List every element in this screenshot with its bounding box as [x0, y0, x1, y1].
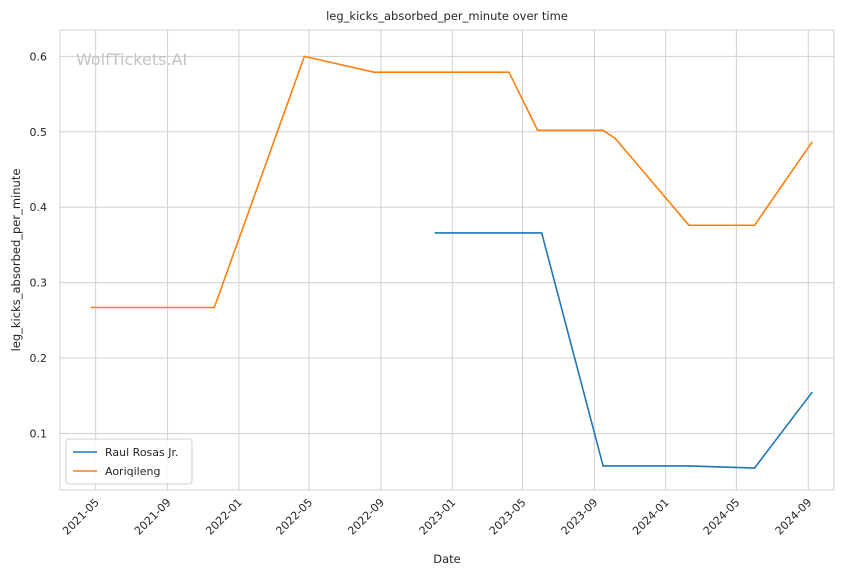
y-tick-label: 0.1: [30, 427, 48, 440]
legend-label-raul-rosas-jr: Raul Rosas Jr.: [105, 446, 179, 459]
y-axis-title: leg_kicks_absorbed_per_minute: [9, 169, 23, 352]
data-point-raul-rosas-jr: [602, 465, 604, 467]
data-point-raul-rosas-jr: [688, 465, 690, 467]
y-tick-label: 0.5: [30, 126, 48, 139]
data-point-aoriqileng: [373, 71, 375, 73]
data-point-aoriqileng: [213, 306, 216, 309]
data-point-aoriqileng: [303, 55, 306, 58]
data-point-aoriqileng: [602, 129, 604, 132]
series-line-raul-rosas-jr: [434, 232, 813, 469]
plot-area-frame: [59, 29, 835, 491]
data-point-aoriqileng: [688, 224, 690, 227]
grid-lines: [60, 30, 834, 490]
data-point-raul-rosas-jr: [540, 232, 543, 234]
watermark-text: WolfTickets.AI: [76, 50, 187, 69]
data-point-aoriqileng: [536, 129, 539, 132]
data-point-raul-rosas-jr: [753, 467, 756, 469]
legend-label-aoriqileng: Aoriqileng: [105, 465, 160, 478]
data-point-aoriqileng: [811, 141, 813, 144]
y-tick-label: 0.6: [30, 50, 48, 63]
x-axis-title: Date: [433, 552, 461, 566]
data-point-aoriqileng: [614, 137, 617, 140]
data-point-aoriqileng: [508, 71, 510, 73]
y-axis-ticks: 0.1 0.2 0.3 0.4 0.5 0.6: [30, 50, 48, 440]
y-tick-label: 0.4: [30, 201, 48, 214]
legend: Raul Rosas Jr. Aoriqileng: [65, 438, 193, 485]
legend-box: [65, 438, 193, 485]
data-point-raul-rosas-jr: [811, 391, 813, 394]
y-tick-label: 0.2: [30, 352, 48, 365]
y-tick-label: 0.3: [30, 277, 48, 290]
data-point-aoriqileng: [753, 224, 756, 227]
series-lines: [90, 55, 813, 469]
chart-title: leg_kicks_absorbed_per_minute over time: [326, 9, 568, 23]
data-point-raul-rosas-jr: [434, 232, 437, 234]
data-point-aoriqileng: [90, 306, 93, 309]
